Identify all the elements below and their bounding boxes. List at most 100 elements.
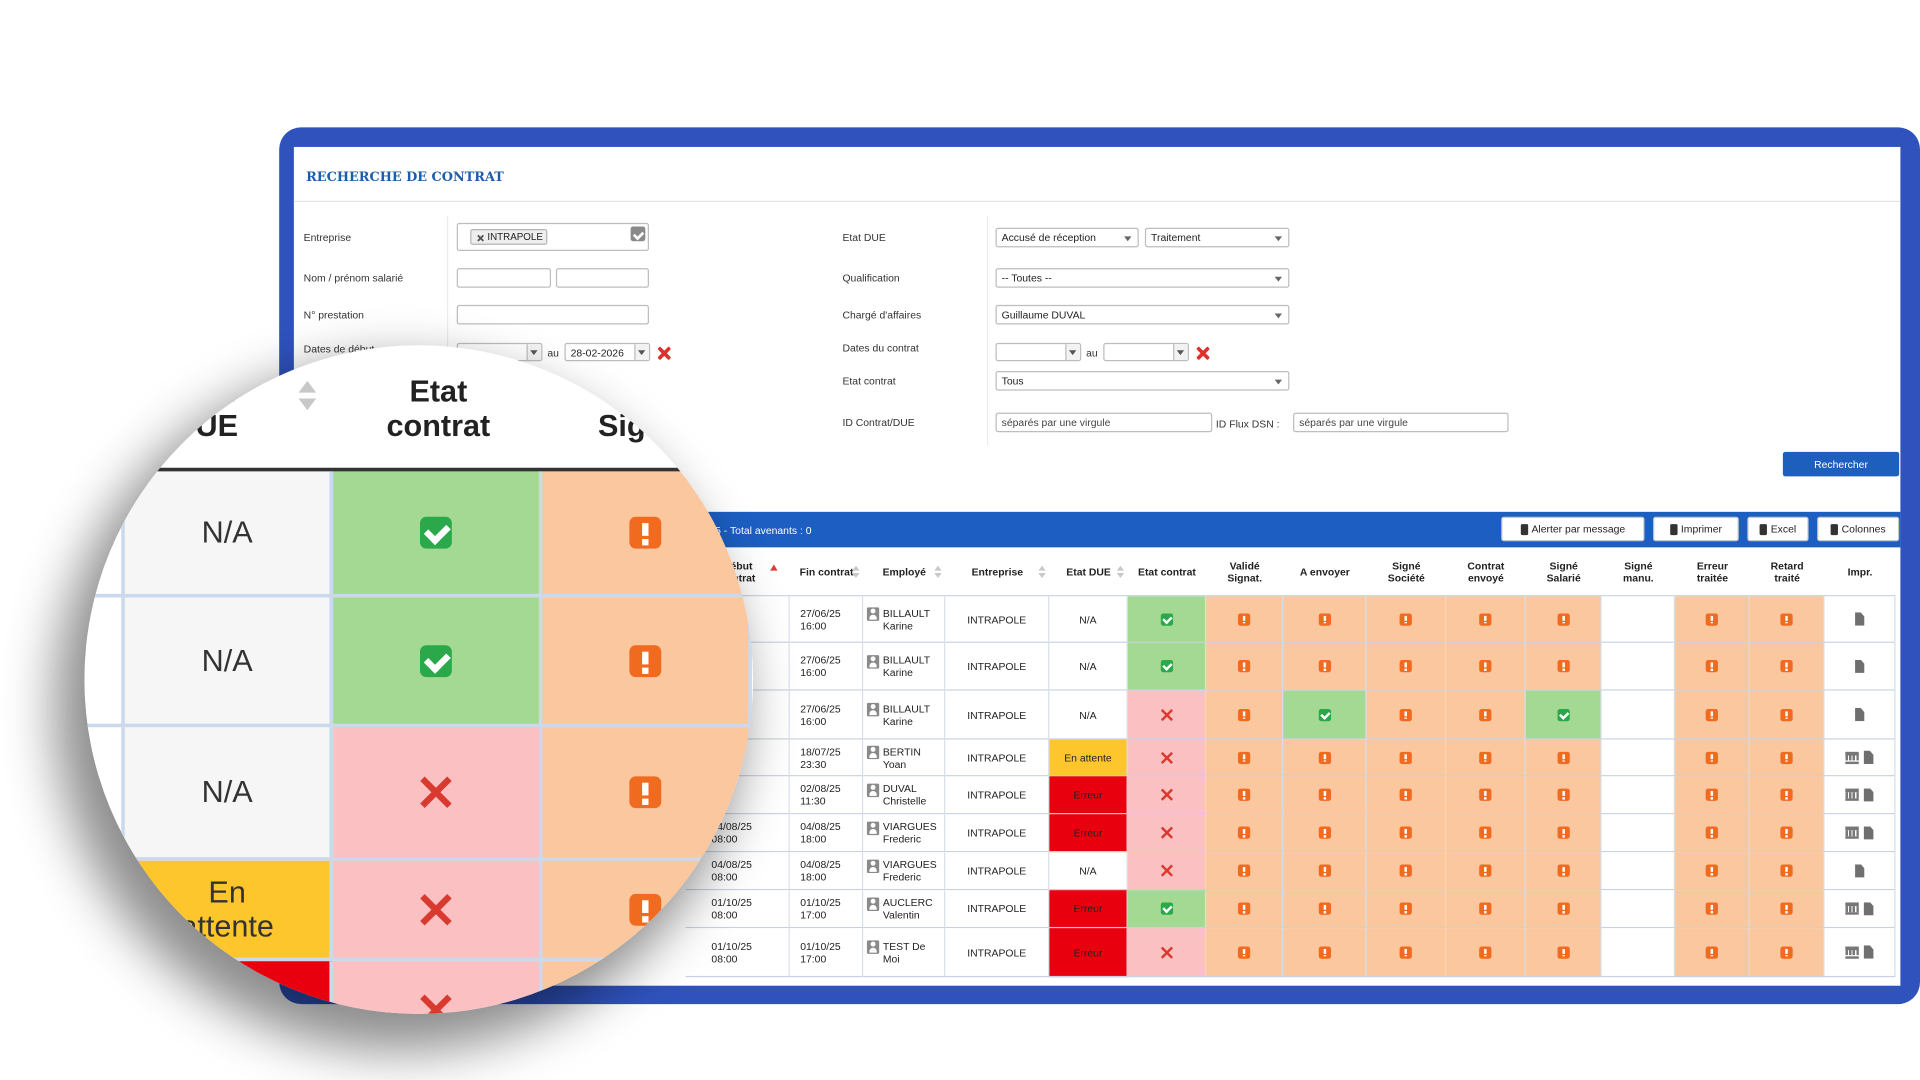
print-icon-bank[interactable]: [1845, 788, 1859, 801]
status-icon-warn: [1237, 751, 1251, 764]
prenom-input[interactable]: [555, 268, 649, 288]
zoom-cell: [84, 471, 125, 598]
end-date: 27/06/25 16:00: [800, 606, 841, 632]
column-header: A envoyer: [1283, 547, 1367, 597]
print-icon-doc[interactable]: [1854, 707, 1865, 722]
print-icon-bank[interactable]: [1845, 751, 1859, 764]
clear-button[interactable]: [1196, 347, 1209, 360]
field-label: ID Contrat/DUE: [842, 416, 915, 429]
print-icon-doc[interactable]: [1863, 901, 1874, 916]
search-button[interactable]: Rechercher: [1782, 451, 1900, 477]
text-input[interactable]: séparés par une virgule: [995, 412, 1213, 433]
dropdown[interactable]: [1065, 344, 1080, 360]
button-icon: [1830, 523, 1838, 535]
select[interactable]: Accusé de réception: [995, 227, 1139, 248]
text-input[interactable]: séparés par une virgule: [1293, 412, 1509, 433]
nom-input[interactable]: [456, 268, 552, 288]
status-icon-ok: [1160, 660, 1173, 673]
column-header: Fin contrat: [789, 547, 864, 597]
zoom-column-header: Etat contrat: [386, 374, 491, 444]
status-icon-ko: [1160, 864, 1172, 876]
table-cell: [1601, 852, 1676, 891]
status-icon-warn: [1479, 945, 1492, 959]
column-header: Retard traité: [1749, 547, 1825, 597]
table-cell: [1749, 642, 1825, 691]
status-icon-warn: [1556, 660, 1570, 673]
column-header: Etat contrat: [1127, 547, 1207, 597]
status-icon-warn: [1780, 864, 1793, 877]
print-icon-doc[interactable]: [1863, 945, 1874, 959]
table-cell: INTRAPOLE: [945, 690, 1050, 740]
checkbox[interactable]: [630, 226, 646, 242]
button-icon: [1759, 523, 1768, 535]
print-icon-doc[interactable]: [1854, 659, 1865, 673]
tag-label: INTRAPOLE: [487, 231, 543, 243]
print-icon-doc[interactable]: [1863, 750, 1874, 765]
select-value: Accusé de réception: [1001, 231, 1096, 244]
zoom-cell: En attente: [124, 861, 334, 962]
date-input[interactable]: 28-02-2026: [564, 342, 651, 362]
dropdown[interactable]: [526, 344, 542, 360]
due-status: N/A: [1079, 708, 1097, 721]
status-icon-warn: [1318, 751, 1331, 764]
select[interactable]: Guillaume DUVAL: [995, 304, 1290, 325]
table-cell: [1675, 690, 1750, 740]
status-icon-warn: [1237, 826, 1251, 839]
table-cell: [1601, 739, 1676, 777]
prestation-input[interactable]: [456, 304, 649, 325]
table-cell: INTRAPOLE: [945, 928, 1050, 978]
sort-indicator: [1116, 565, 1125, 578]
user-icon: [866, 607, 880, 621]
toolbar-button[interactable]: Colonnes: [1817, 516, 1900, 542]
column-header-label: Retard traité: [1770, 558, 1804, 584]
toolbar-button[interactable]: Alerter par message: [1501, 516, 1645, 542]
table-cell: [1206, 690, 1284, 740]
entreprise-input[interactable]: INTRAPOLE: [456, 222, 649, 252]
print-icon-bank[interactable]: [1845, 826, 1859, 839]
table-cell: INTRAPOLE: [945, 776, 1050, 815]
status-icon-warn: [1237, 788, 1251, 801]
status-icon-warn: [1705, 660, 1718, 673]
table-cell: [1824, 690, 1896, 740]
end-date: 04/08/25 18:00: [800, 820, 841, 845]
table-cell: [1749, 928, 1825, 978]
print-icon-doc[interactable]: [1854, 612, 1865, 626]
select[interactable]: Tous: [995, 371, 1290, 391]
select[interactable]: -- Toutes --: [995, 268, 1290, 288]
due-status: N/A: [201, 643, 253, 679]
field-label: ID Flux DSN :: [1215, 417, 1280, 430]
print-icon-doc[interactable]: [1854, 863, 1865, 878]
button-icon: [1669, 523, 1678, 535]
print-icon-bank[interactable]: [1845, 945, 1859, 959]
table-cell: [1366, 852, 1447, 891]
toolbar-button[interactable]: Excel: [1747, 516, 1809, 542]
table-cell: Erreur: [1049, 814, 1128, 853]
print-icon-doc[interactable]: [1863, 825, 1874, 840]
print-icon-bank[interactable]: [1845, 902, 1859, 915]
table-cell: [1824, 852, 1896, 891]
column-header: Erreur traitée: [1675, 547, 1750, 597]
date-input[interactable]: [1103, 342, 1189, 362]
date-input[interactable]: [995, 342, 1082, 362]
table-cell: [1283, 690, 1367, 740]
table-cell: Erreur: [1049, 776, 1128, 815]
clear-button[interactable]: [658, 347, 671, 360]
employee-name-line: Karine: [882, 666, 913, 679]
status-icon-ko: [1160, 789, 1172, 801]
select[interactable]: Traitement: [1144, 227, 1290, 248]
status-icon-warn: [1705, 945, 1718, 959]
status-icon-warn: [1556, 788, 1570, 801]
column-header: Etat DUE: [1049, 547, 1128, 597]
placeholder: séparés par une virgule: [1299, 416, 1408, 429]
dropdown[interactable]: [1173, 344, 1188, 360]
separator: au: [1086, 346, 1098, 359]
employee-name: BILLAULT Karine: [883, 654, 930, 678]
tag[interactable]: INTRAPOLE: [470, 228, 548, 245]
table-cell: [1206, 928, 1284, 978]
tag-remove[interactable]: [477, 235, 484, 242]
column-header: Signé manu.: [1601, 547, 1676, 597]
dropdown[interactable]: [634, 344, 649, 360]
toolbar-button[interactable]: Imprimer: [1653, 516, 1739, 542]
status-icon-warn: [1780, 902, 1793, 915]
print-icon-doc[interactable]: [1863, 787, 1874, 802]
